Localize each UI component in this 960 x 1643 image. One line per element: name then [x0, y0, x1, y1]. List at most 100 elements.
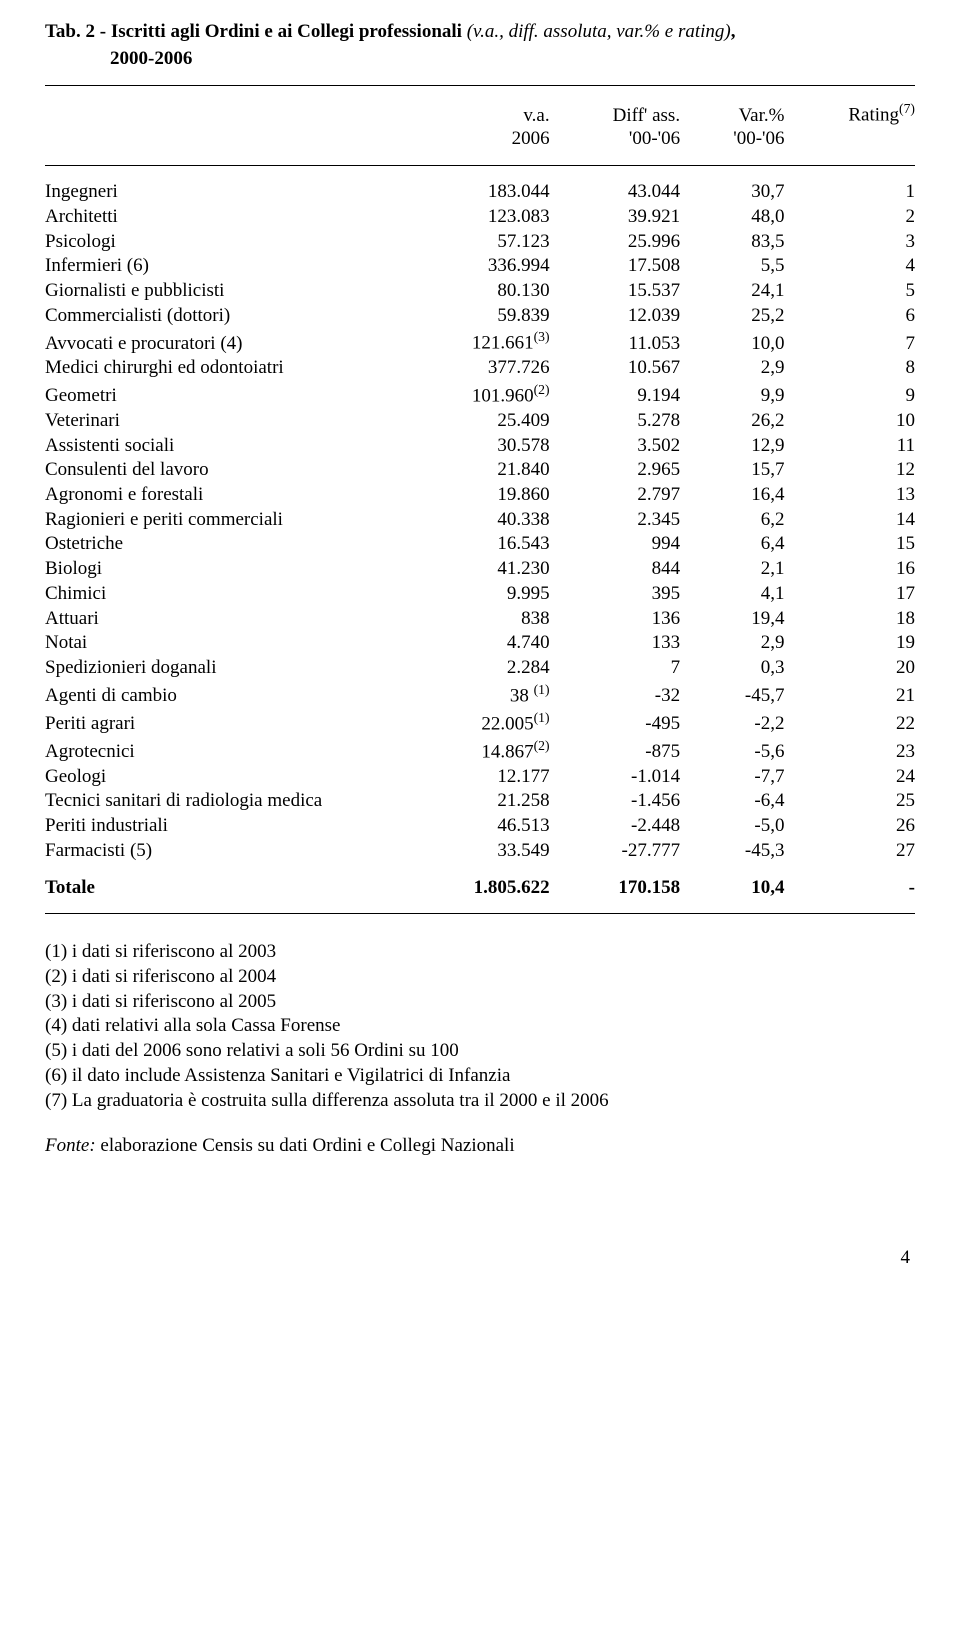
row-rating: 23 — [784, 737, 915, 765]
total-row: Totale1.805.622170.15810,4- — [45, 863, 915, 899]
row-var: 15,7 — [680, 458, 784, 483]
row-var: 16,4 — [680, 483, 784, 508]
row-var: 12,9 — [680, 434, 784, 459]
row-va-note: (1) — [534, 710, 550, 725]
row-diff: 5.278 — [550, 409, 681, 434]
row-diff: 7 — [550, 656, 681, 681]
table-row: Ingegneri183.04443.04430,71 — [45, 180, 915, 205]
row-diff: 2.345 — [550, 508, 681, 533]
row-label: Giornalisti e pubblicisti — [45, 279, 410, 304]
row-var: 26,2 — [680, 409, 784, 434]
row-va: 9.995 — [410, 582, 549, 607]
total-var: 10,4 — [680, 863, 784, 899]
row-diff: 25.996 — [550, 230, 681, 255]
row-diff: 43.044 — [550, 180, 681, 205]
source-text: elaborazione Censis su dati Ordini e Col… — [100, 1135, 514, 1156]
table-row: Infermieri (6)336.99417.5085,54 — [45, 254, 915, 279]
row-var: 4,1 — [680, 582, 784, 607]
footnote-line: (5) i dati del 2006 sono relativi a soli… — [45, 1039, 915, 1064]
row-label: Attuari — [45, 607, 410, 632]
row-label: Periti agrari — [45, 709, 410, 737]
row-va: 123.083 — [410, 205, 549, 230]
row-va: 12.177 — [410, 765, 549, 790]
row-label: Periti industriali — [45, 814, 410, 839]
row-label: Architetti — [45, 205, 410, 230]
table-row: Attuari83813619,418 — [45, 607, 915, 632]
row-diff: 133 — [550, 631, 681, 656]
row-diff: -32 — [550, 681, 681, 709]
row-var: 10,0 — [680, 328, 784, 356]
row-diff: -875 — [550, 737, 681, 765]
row-var: 2,1 — [680, 557, 784, 582]
footnote-line: (1) i dati si riferiscono al 2003 — [45, 940, 915, 965]
row-diff: 10.567 — [550, 356, 681, 381]
row-var: 6,4 — [680, 532, 784, 557]
row-var: 24,1 — [680, 279, 784, 304]
row-label: Ostetriche — [45, 532, 410, 557]
row-rating: 4 — [784, 254, 915, 279]
row-rating: 20 — [784, 656, 915, 681]
row-diff: 17.508 — [550, 254, 681, 279]
rule-bottom — [45, 913, 915, 914]
row-label: Ingegneri — [45, 180, 410, 205]
footnote-line: (2) i dati si riferiscono al 2004 — [45, 965, 915, 990]
row-var: -6,4 — [680, 789, 784, 814]
row-label: Farmacisti (5) — [45, 839, 410, 864]
footnote-line: (4) dati relativi alla sola Cassa Forens… — [45, 1014, 915, 1039]
row-rating: 14 — [784, 508, 915, 533]
row-label: Commercialisti (dottori) — [45, 304, 410, 329]
row-var: -7,7 — [680, 765, 784, 790]
total-va: 1.805.622 — [410, 863, 549, 899]
hdr-va-2: 2006 — [410, 127, 549, 151]
row-rating: 10 — [784, 409, 915, 434]
hdr-rating-text: Rating — [848, 105, 899, 126]
row-diff: 2.965 — [550, 458, 681, 483]
row-diff: 9.194 — [550, 381, 681, 409]
row-va: 22.005(1) — [410, 709, 549, 737]
table-row: Architetti123.08339.92148,02 — [45, 205, 915, 230]
row-label: Chimici — [45, 582, 410, 607]
title-prefix: Tab. 2 - Iscritti agli Ordini e ai Colle… — [45, 21, 467, 42]
row-var: 30,7 — [680, 180, 784, 205]
hdr-rating: Rating(7) — [784, 100, 915, 127]
row-var: -2,2 — [680, 709, 784, 737]
row-va: 21.258 — [410, 789, 549, 814]
row-va: 101.960(2) — [410, 381, 549, 409]
title-suffix: , — [731, 21, 736, 42]
row-label: Agronomi e forestali — [45, 483, 410, 508]
row-label: Notai — [45, 631, 410, 656]
row-diff: -1.456 — [550, 789, 681, 814]
table-row: Agenti di cambio38 (1)-32-45,721 — [45, 681, 915, 709]
row-label: Agenti di cambio — [45, 681, 410, 709]
row-var: 0,3 — [680, 656, 784, 681]
row-va: 4.740 — [410, 631, 549, 656]
table-row: Spedizionieri doganali2.28470,320 — [45, 656, 915, 681]
footnote-line: (3) i dati si riferiscono al 2005 — [45, 990, 915, 1015]
row-diff: 39.921 — [550, 205, 681, 230]
row-diff: 844 — [550, 557, 681, 582]
row-rating: 6 — [784, 304, 915, 329]
row-va: 183.044 — [410, 180, 549, 205]
data-table: Ingegneri183.04443.04430,71Architetti123… — [45, 180, 915, 899]
row-var: -5,0 — [680, 814, 784, 839]
row-va: 80.130 — [410, 279, 549, 304]
row-label: Spedizionieri doganali — [45, 656, 410, 681]
row-var: 2,9 — [680, 356, 784, 381]
row-va: 33.549 — [410, 839, 549, 864]
hdr-var-1: Var.% — [680, 100, 784, 127]
table-row: Agronomi e forestali19.8602.79716,413 — [45, 483, 915, 508]
table-row: Giornalisti e pubblicisti80.13015.53724,… — [45, 279, 915, 304]
row-va: 21.840 — [410, 458, 549, 483]
table-row: Ragionieri e periti commerciali40.3382.3… — [45, 508, 915, 533]
row-rating: 9 — [784, 381, 915, 409]
table-row: Agrotecnici14.867(2)-875-5,623 — [45, 737, 915, 765]
table-row: Assistenti sociali30.5783.50212,911 — [45, 434, 915, 459]
row-label: Agrotecnici — [45, 737, 410, 765]
table-row: Farmacisti (5)33.549-27.777-45,327 — [45, 839, 915, 864]
row-rating: 13 — [784, 483, 915, 508]
row-diff: 12.039 — [550, 304, 681, 329]
hdr-va-1: v.a. — [410, 100, 549, 127]
row-diff: 11.053 — [550, 328, 681, 356]
row-rating: 17 — [784, 582, 915, 607]
row-va: 30.578 — [410, 434, 549, 459]
